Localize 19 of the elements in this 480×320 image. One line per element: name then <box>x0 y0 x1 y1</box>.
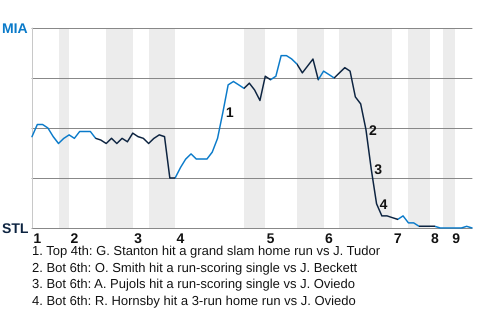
text: 4. Bot 6th: R. Hornsby hit a 3-run home run vs J. Oviedo <box>32 292 357 309</box>
annotation: 3 <box>374 161 382 178</box>
text: STL <box>2 220 28 236</box>
x-tick-label: 1 <box>33 230 42 246</box>
annotation: 2 <box>368 122 377 138</box>
x-tick-label: 2 <box>70 230 79 246</box>
annotation: 4 <box>380 196 388 212</box>
annotation: 1 <box>226 104 234 120</box>
x-tick-label: 5 <box>266 230 275 246</box>
x-tick-label: 4 <box>176 230 185 246</box>
x-tick-label: 7 <box>394 230 402 246</box>
x-tick-label: 8 <box>430 230 439 246</box>
x-tick-label: 3 <box>134 230 142 246</box>
text: 2. Bot 6th: O. Smith hit a run-scoring single vs J. Beckett <box>32 260 358 276</box>
text: MIA <box>2 20 28 36</box>
text: 3. Bot 6th: A. Pujols hit a run-scoring single vs J. Oviedo <box>32 276 356 292</box>
x-tick-label: 6 <box>324 230 333 246</box>
x-tick-label: 9 <box>452 230 460 246</box>
text: 1. Top 4th: G. Stanton hit a grand slam home run vs J. Tudor <box>32 243 380 260</box>
